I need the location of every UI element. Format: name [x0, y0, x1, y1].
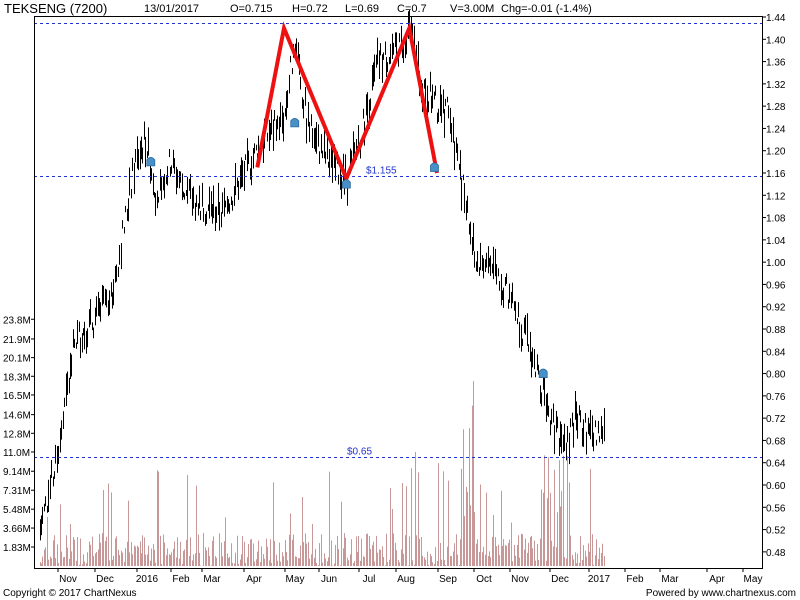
chart-frame: [34, 16, 763, 569]
price-tick-label: 1.12: [766, 191, 786, 202]
price-tick-label: 1.24: [766, 124, 786, 135]
x-tick-label: Mar: [661, 574, 679, 585]
price-tick-label: 0.76: [766, 392, 786, 403]
x-tick-label: Mar: [203, 574, 221, 585]
x-tick-label: Aug: [397, 574, 415, 585]
axes: 0.48 0.52 0.56 0.60 0.64 0.68 0.72 0.76 0.80 0.84…: [3, 13, 786, 585]
volume-tick-label: 9.14M: [3, 467, 31, 478]
price-tick-label: 0.64: [766, 459, 786, 470]
signal-marker: [290, 117, 300, 128]
price-tick-label: 0.52: [766, 526, 786, 537]
double-top-pattern: [255, 21, 439, 184]
signal-marker: [430, 162, 439, 172]
price-tick-label: 0.88: [766, 325, 786, 336]
x-tick-label: Jun: [321, 574, 337, 585]
volume-tick-label: 16.5M: [3, 391, 31, 402]
symbol-title: TEKSENG (7200): [4, 1, 108, 16]
support-lines: $1.155 $0.65: [34, 23, 762, 458]
price-tick-label: 0.56: [766, 503, 786, 514]
price-tick-label: 1.36: [766, 58, 786, 69]
copyright-text: Copyright © 2017 ChartNexus: [3, 588, 137, 599]
x-tick-label: 2016: [136, 574, 159, 585]
price-tick-label: 1.16: [766, 169, 786, 180]
price-tick-label: 0.92: [766, 303, 786, 314]
quote-date: 13/01/2017: [144, 3, 200, 15]
plot-border: [34, 16, 763, 569]
volume-tick-label: 11.0M: [3, 448, 30, 459]
double-top-line: [255, 21, 439, 184]
volume-tick-label: 5.48M: [3, 505, 31, 516]
support-label: $1.155: [366, 166, 397, 177]
x-tick-label: Apr: [246, 574, 262, 585]
price-tick-label: 0.60: [766, 481, 786, 492]
price-tick-label: 0.80: [766, 370, 786, 381]
x-tick-label: Dec: [96, 574, 114, 585]
quote-low: L=0.69: [345, 3, 379, 15]
volume-tick-label: 18.3M: [3, 372, 31, 383]
support-label: $0.65: [347, 447, 372, 458]
volume-tick-label: 14.6M: [3, 411, 31, 422]
volume-tick-label: 20.1M: [3, 354, 31, 365]
quote-high: H=0.72: [292, 3, 328, 15]
price-tick-label: 1.40: [766, 35, 786, 46]
x-tick-label: Feb: [172, 574, 190, 585]
x-tick-label: Oct: [476, 574, 492, 585]
price-tick-label: 0.48: [766, 548, 786, 559]
price-tick-label: 0.84: [766, 347, 786, 358]
x-tick-label: Nov: [59, 574, 77, 585]
price-tick-label: 0.72: [766, 414, 786, 425]
price-tick-label: 0.96: [766, 280, 786, 291]
volume-tick-label: 12.8M: [3, 429, 31, 440]
price-tick-label: 1.00: [766, 258, 786, 269]
x-tick-label: May: [286, 574, 305, 585]
volume-tick-label: 23.8M: [3, 315, 31, 326]
signal-markers: [146, 117, 548, 378]
quote-close: C=0.7: [397, 3, 427, 15]
price-tick-label: 1.04: [766, 236, 786, 247]
quote-open: O=0.715: [230, 3, 273, 15]
x-tick-label: Apr: [709, 574, 725, 585]
x-tick-label: Jul: [363, 574, 376, 585]
volume-tick-label: 1.83M: [3, 543, 31, 554]
x-tick-label: Dec: [551, 574, 569, 585]
x-tick-label: Nov: [511, 574, 529, 585]
x-tick-label: Sep: [439, 574, 457, 585]
quote-volume: V=3.00M: [450, 3, 495, 15]
price-tick-label: 1.44: [766, 13, 786, 24]
price-tick-label: 0.68: [766, 436, 786, 447]
volume-bars: [40, 381, 605, 566]
volume-tick-label: 21.9M: [3, 335, 31, 346]
price-tick-label: 1.28: [766, 102, 786, 113]
volume-tick-label: 3.66M: [3, 524, 31, 535]
price-tick-label: 1.08: [766, 214, 786, 225]
volume-tick-label: 7.31M: [3, 486, 31, 497]
x-tick-label: May: [744, 574, 763, 585]
x-tick-label: 2017: [588, 574, 611, 585]
powered-by-text: Powered by www.chartnexus.com: [645, 588, 796, 599]
price-tick-label: 1.32: [766, 80, 786, 91]
x-tick-label: Feb: [626, 574, 644, 585]
price-bars: [40, 9, 605, 541]
signal-marker: [146, 156, 156, 167]
signal-marker: [341, 179, 351, 189]
quote-change: Chg=-0.01 (-1.4%): [501, 3, 592, 15]
signal-marker: [538, 368, 548, 378]
price-tick-label: 1.20: [766, 147, 786, 158]
